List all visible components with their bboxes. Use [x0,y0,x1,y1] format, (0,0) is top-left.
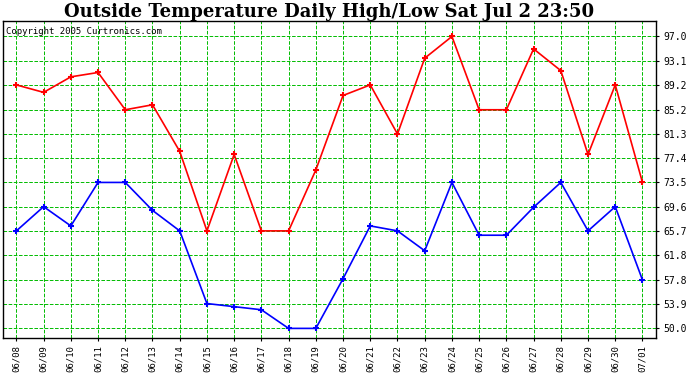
Title: Outside Temperature Daily High/Low Sat Jul 2 23:50: Outside Temperature Daily High/Low Sat J… [64,3,595,21]
Text: Copyright 2005 Curtronics.com: Copyright 2005 Curtronics.com [6,27,162,36]
